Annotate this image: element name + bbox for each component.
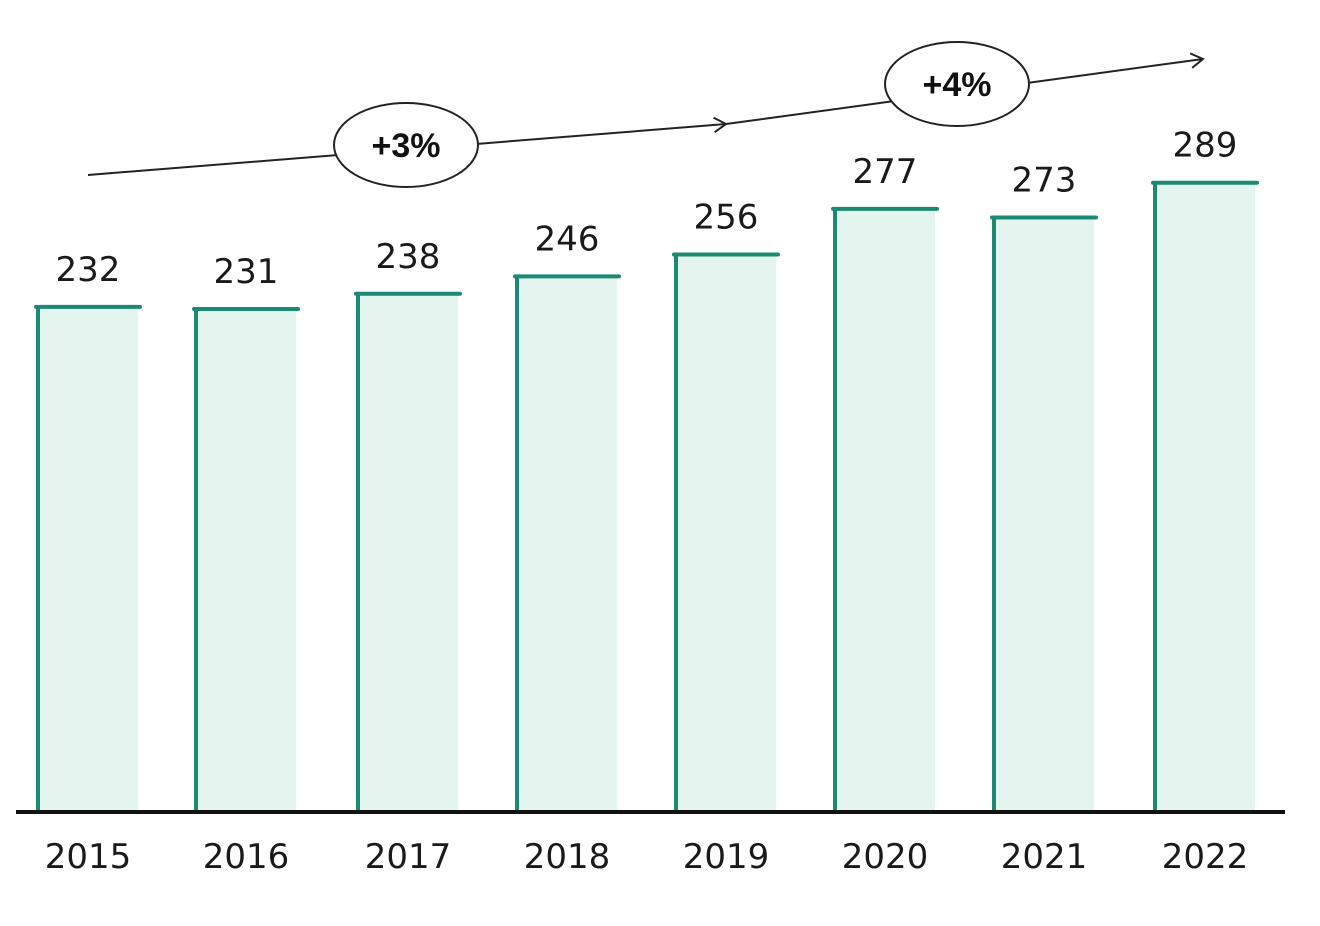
value-label: 277	[853, 152, 918, 192]
bar-2019	[672, 252, 780, 812]
growth-label: +4%	[923, 66, 992, 104]
bar-fill	[38, 306, 138, 812]
bar-2018	[513, 274, 621, 813]
value-label: 273	[1012, 161, 1077, 201]
bar-fill	[517, 276, 617, 813]
value-label: 231	[214, 252, 279, 292]
x-tick-label: 2018	[524, 837, 611, 877]
x-tick-label: 2015	[45, 837, 132, 877]
value-labels: 232 231 238 246 256 277 273 289	[56, 126, 1238, 292]
x-tick-label: 2019	[683, 837, 770, 877]
arrowhead-icon	[1189, 52, 1205, 69]
value-label: 289	[1173, 126, 1238, 166]
bar-fill	[676, 254, 776, 812]
bar-fill	[1155, 182, 1255, 812]
bar-fill	[835, 208, 935, 812]
value-label: 238	[376, 237, 441, 277]
bars	[34, 180, 1259, 813]
bar-fill	[196, 308, 296, 812]
value-label: 256	[694, 198, 759, 238]
x-axis-ticks: 2015 2016 2017 2018 2019 2020 2021 2022	[45, 837, 1249, 877]
bar-2016	[192, 306, 300, 812]
bar-fill	[994, 217, 1094, 813]
growth-label: +3%	[372, 127, 441, 165]
bar-2020	[831, 206, 939, 812]
bar-2021	[990, 215, 1098, 813]
bar-2015	[34, 304, 142, 812]
value-label: 246	[535, 219, 600, 259]
growth-trend: +3% +4%	[87, 41, 1205, 188]
bar-2022	[1151, 180, 1259, 812]
value-label: 232	[56, 250, 121, 290]
x-tick-label: 2016	[203, 837, 290, 877]
growth-bubble	[333, 102, 479, 188]
growth-annotation: +4%	[725, 41, 1205, 127]
x-tick-label: 2021	[1001, 837, 1088, 877]
bar-fill	[358, 293, 458, 812]
bar-2017	[354, 291, 462, 812]
x-tick-label: 2022	[1162, 837, 1249, 877]
x-tick-label: 2017	[365, 837, 452, 877]
growth-annotation: +3%	[87, 102, 728, 188]
growth-bubble	[884, 41, 1030, 127]
x-tick-label: 2020	[842, 837, 929, 877]
